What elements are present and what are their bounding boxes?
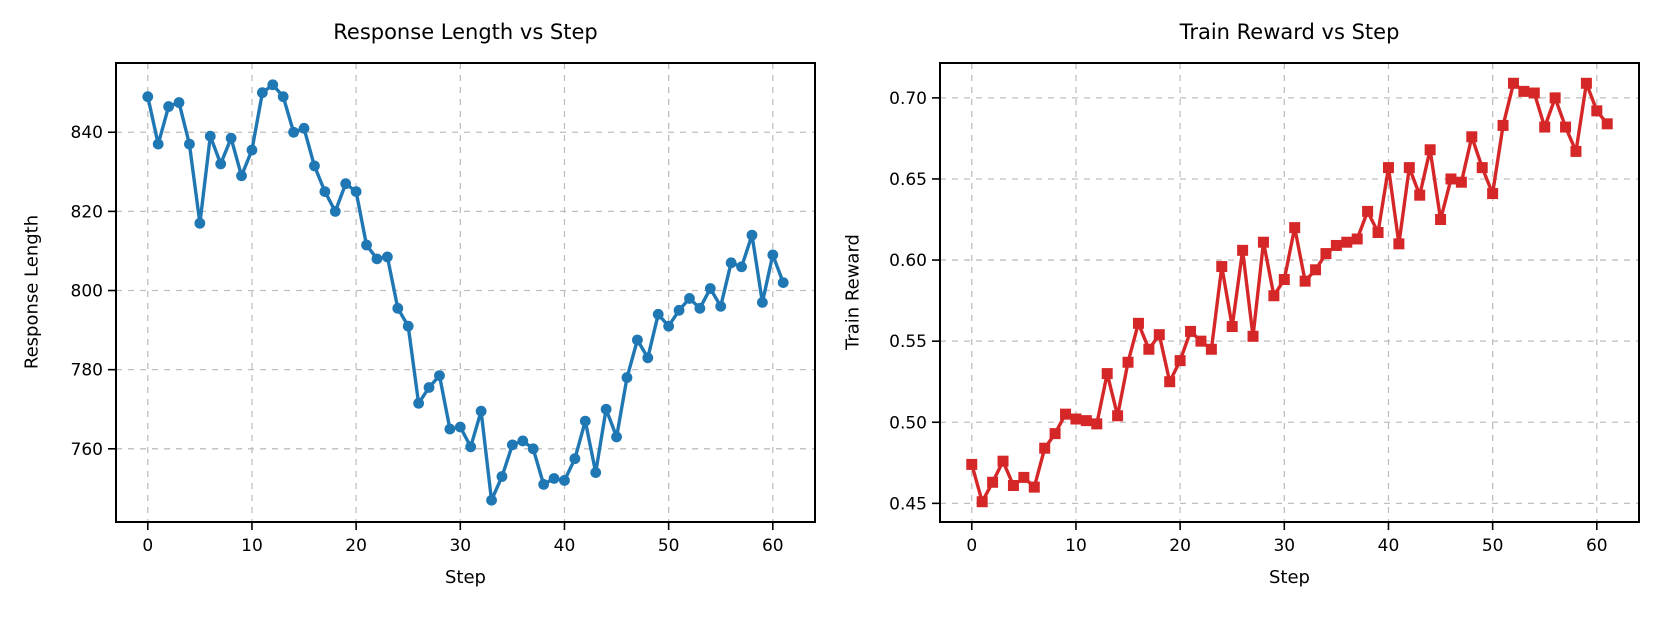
svg-text:0.45: 0.45 xyxy=(889,494,927,514)
svg-text:60: 60 xyxy=(762,536,784,556)
svg-text:10: 10 xyxy=(241,536,263,556)
svg-text:0.70: 0.70 xyxy=(889,89,927,109)
train-reward-chart: 0 10 20 30 40 50 60 0.45 0.50 0.55 0.60 0.65 0.70 xyxy=(889,62,1640,556)
svg-text:50: 50 xyxy=(658,536,680,556)
response-length-yaxis-label: Response Length xyxy=(21,214,43,370)
svg-text:0.60: 0.60 xyxy=(889,251,927,271)
train-reward-yaxis-label: Train Reward xyxy=(842,234,864,350)
train-reward-chart-title: Train Reward vs Step xyxy=(1179,20,1400,44)
response-length-xaxis-label: Step xyxy=(445,567,486,588)
svg-text:40: 40 xyxy=(1378,536,1400,556)
svg-text:0.50: 0.50 xyxy=(889,413,927,433)
svg-text:780: 780 xyxy=(71,361,103,381)
svg-text:50: 50 xyxy=(1482,536,1504,556)
response-length-chart-title: Response Length vs Step xyxy=(333,20,598,44)
svg-text:0: 0 xyxy=(966,536,977,556)
svg-text:60: 60 xyxy=(1586,536,1608,556)
svg-text:40: 40 xyxy=(554,536,576,556)
svg-text:20: 20 xyxy=(345,536,367,556)
svg-text:20: 20 xyxy=(1169,536,1191,556)
svg-text:30: 30 xyxy=(1273,536,1295,556)
svg-text:10: 10 xyxy=(1065,536,1087,556)
svg-text:0.65: 0.65 xyxy=(889,170,927,190)
svg-text:30: 30 xyxy=(449,536,471,556)
svg-text:760: 760 xyxy=(71,440,103,460)
response-length-chart: 0 10 20 30 40 50 60 760 780 800 820 840 xyxy=(71,62,816,556)
train-reward-xaxis-label: Step xyxy=(1269,567,1310,588)
svg-text:0: 0 xyxy=(142,536,153,556)
svg-text:820: 820 xyxy=(71,202,103,222)
svg-text:840: 840 xyxy=(71,123,103,143)
svg-text:0.55: 0.55 xyxy=(889,332,927,352)
svg-text:800: 800 xyxy=(71,282,103,302)
